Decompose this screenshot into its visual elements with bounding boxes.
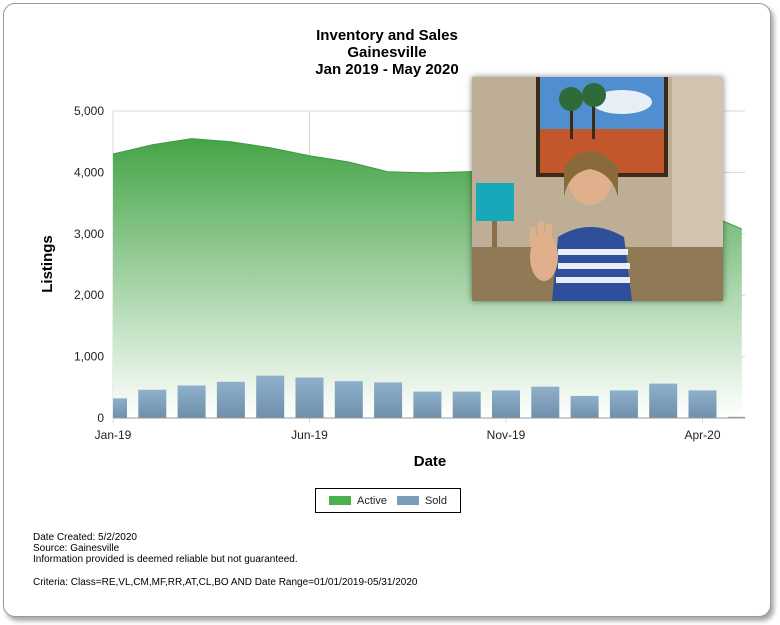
sold-bar-Nov-19 (492, 390, 520, 418)
source-text: Source: Gainesville (33, 543, 120, 554)
sold-bar-Feb-20 (609, 390, 638, 418)
sold-bar-Apr-19 (216, 381, 245, 418)
chart-title-line-2: Gainesville (347, 44, 426, 61)
x-axis-ticks: Jan-19 Jun-19 Nov-19 Apr-20 (95, 428, 721, 442)
sold-bars (113, 375, 745, 418)
legend-item-active: Active (329, 495, 387, 507)
sold-bar-Jan-20 (570, 395, 599, 418)
disclaimer-text: Information provided is deemed reliable … (33, 554, 298, 565)
chart-title-line-1: Inventory and Sales (316, 27, 458, 44)
sold-bar-Jan-19 (113, 398, 127, 418)
sold-bar-Dec-19 (531, 386, 560, 418)
chart-legend: Active Sold (315, 488, 461, 513)
chart-title-line-3: Jan 2019 - May 2020 (315, 61, 458, 78)
legend-item-sold: Sold (396, 494, 447, 507)
sold-bar-Feb-19 (138, 389, 167, 418)
sold-bar-Jun-19 (295, 377, 324, 418)
sold-bar-Apr-20 (688, 390, 717, 418)
x-tick-label: Apr-20 (684, 428, 720, 442)
sold-bar-May-20 (727, 416, 745, 418)
date-created: Date Created: 5/2/2020 (33, 532, 137, 543)
criteria-text: Criteria: Class=RE,VL,CM,MF,RR,AT,CL,BO … (33, 577, 418, 588)
y-axis-label: Listings (39, 235, 56, 293)
x-tick-label: Nov-19 (487, 428, 526, 442)
y-axis-ticks: 0 1,000 2,000 3,000 4,000 5,000 (74, 104, 104, 425)
sold-bar-Mar-19 (177, 385, 206, 418)
x-axis-label: Date (414, 453, 447, 470)
sold-bar-Oct-19 (452, 391, 481, 418)
y-tick-label: 5,000 (74, 104, 104, 118)
legend-label-sold: Sold (424, 494, 447, 507)
y-tick-label: 1,000 (74, 350, 104, 364)
sold-bar-Jul-19 (334, 381, 363, 418)
x-tick-label: Jan-19 (95, 428, 132, 442)
x-tick-label: Jun-19 (291, 428, 328, 442)
sold-bar-Mar-20 (649, 383, 678, 418)
y-tick-label: 4,000 (74, 165, 104, 179)
chart-footer: Date Created: 5/2/2020 Source: Gainesvil… (33, 532, 417, 588)
sold-bar-Aug-19 (374, 382, 403, 418)
legend-swatch-sold (396, 496, 419, 505)
y-tick-label: 3,000 (74, 227, 104, 241)
legend-swatch-active (329, 496, 351, 505)
legend-label-active: Active (357, 494, 387, 507)
y-tick-label: 2,000 (74, 288, 104, 302)
presenter-video-frame (472, 77, 723, 301)
y-tick-label: 0 (97, 411, 104, 425)
video-overlay[interactable] (472, 77, 723, 301)
sold-bar-Sep-19 (413, 391, 442, 418)
sold-bar-May-19 (256, 375, 285, 418)
